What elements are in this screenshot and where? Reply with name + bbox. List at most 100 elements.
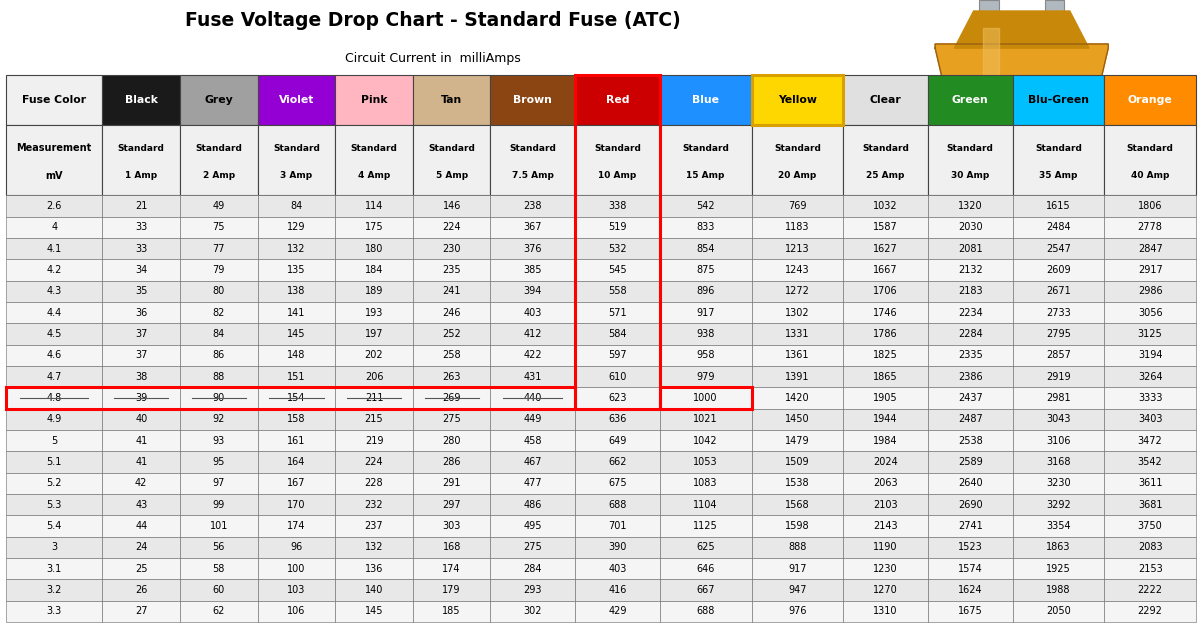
Bar bbox=[490, 75, 575, 125]
Bar bbox=[102, 323, 180, 344]
Text: 43: 43 bbox=[135, 499, 148, 509]
Text: 3 Amp: 3 Amp bbox=[280, 171, 313, 180]
Text: 96: 96 bbox=[291, 542, 303, 552]
Text: 3230: 3230 bbox=[1046, 478, 1071, 488]
Text: Standard: Standard bbox=[273, 144, 320, 153]
Bar bbox=[490, 302, 575, 323]
Text: 2.6: 2.6 bbox=[47, 201, 63, 211]
Bar bbox=[844, 472, 928, 494]
Text: 636: 636 bbox=[608, 414, 626, 424]
Text: 275: 275 bbox=[523, 542, 542, 552]
Text: 62: 62 bbox=[213, 606, 225, 616]
Text: Violet: Violet bbox=[279, 95, 314, 105]
Bar bbox=[1105, 75, 1196, 125]
Bar bbox=[412, 388, 490, 409]
Text: 3611: 3611 bbox=[1138, 478, 1162, 488]
Text: 896: 896 bbox=[696, 286, 715, 296]
Bar bbox=[1105, 388, 1196, 409]
Text: 2484: 2484 bbox=[1046, 222, 1071, 232]
Text: 37: 37 bbox=[135, 329, 148, 339]
Text: 3542: 3542 bbox=[1138, 457, 1162, 467]
Text: 2778: 2778 bbox=[1138, 222, 1162, 232]
Bar bbox=[575, 125, 660, 195]
Bar bbox=[1105, 579, 1196, 601]
Text: 2741: 2741 bbox=[958, 521, 982, 531]
Bar bbox=[180, 195, 257, 217]
Text: 161: 161 bbox=[287, 436, 305, 446]
Text: 41: 41 bbox=[135, 457, 148, 467]
Text: 35: 35 bbox=[135, 286, 148, 296]
Bar bbox=[751, 259, 844, 281]
Text: 252: 252 bbox=[442, 329, 462, 339]
Bar bbox=[928, 558, 1012, 579]
Text: 2547: 2547 bbox=[1046, 244, 1071, 254]
Text: Measurement: Measurement bbox=[17, 143, 91, 153]
Text: Standard: Standard bbox=[1035, 144, 1082, 153]
Bar bbox=[660, 125, 751, 195]
Text: Standard: Standard bbox=[1126, 144, 1173, 153]
Text: 114: 114 bbox=[365, 201, 383, 211]
Bar bbox=[751, 125, 844, 195]
Text: 100: 100 bbox=[287, 564, 305, 574]
Text: 106: 106 bbox=[287, 606, 305, 616]
Bar bbox=[335, 472, 412, 494]
Bar bbox=[180, 536, 257, 558]
Bar bbox=[6, 125, 102, 195]
Bar bbox=[1012, 302, 1105, 323]
Text: 88: 88 bbox=[213, 372, 225, 382]
Text: 2234: 2234 bbox=[958, 308, 982, 318]
Text: 1213: 1213 bbox=[785, 244, 810, 254]
Bar bbox=[335, 515, 412, 536]
Bar bbox=[928, 302, 1012, 323]
Text: 4.2: 4.2 bbox=[47, 265, 63, 275]
Bar bbox=[844, 259, 928, 281]
Bar bbox=[1105, 601, 1196, 622]
Text: 1 Amp: 1 Amp bbox=[125, 171, 157, 180]
Text: 623: 623 bbox=[608, 393, 626, 403]
Text: 36: 36 bbox=[135, 308, 148, 318]
Text: Clear: Clear bbox=[870, 95, 902, 105]
Bar bbox=[1045, 0, 1064, 44]
Text: 1479: 1479 bbox=[785, 436, 810, 446]
Bar bbox=[102, 302, 180, 323]
Bar bbox=[412, 75, 490, 125]
Text: 1598: 1598 bbox=[785, 521, 810, 531]
Text: Standard: Standard bbox=[196, 144, 243, 153]
Text: 545: 545 bbox=[608, 265, 626, 275]
Bar bbox=[412, 302, 490, 323]
Bar bbox=[102, 536, 180, 558]
Bar bbox=[6, 472, 102, 494]
Bar bbox=[1012, 558, 1105, 579]
Text: 2857: 2857 bbox=[1046, 350, 1071, 360]
Polygon shape bbox=[935, 44, 1108, 131]
Bar bbox=[928, 281, 1012, 302]
Text: 4.8: 4.8 bbox=[47, 393, 61, 403]
Bar bbox=[335, 366, 412, 388]
Text: 184: 184 bbox=[365, 265, 383, 275]
Bar bbox=[1105, 430, 1196, 451]
Bar bbox=[1105, 494, 1196, 515]
Text: 688: 688 bbox=[608, 499, 626, 509]
Text: 422: 422 bbox=[524, 350, 542, 360]
Text: 26: 26 bbox=[135, 585, 148, 595]
Text: 33: 33 bbox=[135, 244, 148, 254]
Bar bbox=[844, 536, 928, 558]
Text: 60: 60 bbox=[213, 585, 225, 595]
Text: 2437: 2437 bbox=[958, 393, 982, 403]
Bar bbox=[412, 558, 490, 579]
Bar bbox=[412, 494, 490, 515]
Bar bbox=[1105, 344, 1196, 366]
Bar bbox=[490, 579, 575, 601]
Bar bbox=[257, 515, 335, 536]
Text: 1021: 1021 bbox=[694, 414, 718, 424]
Text: 1053: 1053 bbox=[694, 457, 718, 467]
Text: 75: 75 bbox=[213, 222, 225, 232]
Text: 258: 258 bbox=[442, 350, 462, 360]
Text: 138: 138 bbox=[287, 286, 305, 296]
Bar bbox=[751, 302, 844, 323]
Bar bbox=[335, 195, 412, 217]
Bar bbox=[180, 472, 257, 494]
Bar bbox=[1012, 409, 1105, 430]
Text: 237: 237 bbox=[364, 521, 383, 531]
Text: 662: 662 bbox=[608, 457, 626, 467]
